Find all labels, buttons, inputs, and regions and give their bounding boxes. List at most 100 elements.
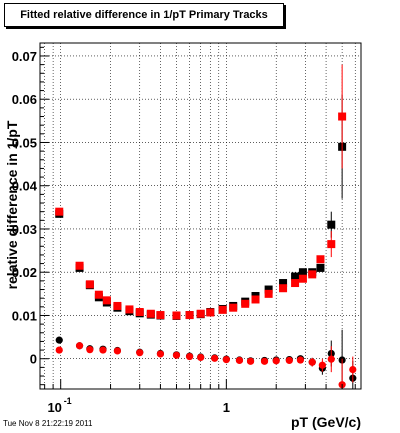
data-point-circle <box>55 336 63 344</box>
marker-square <box>316 255 325 264</box>
data-point-square <box>251 295 260 304</box>
marker-square <box>229 303 238 312</box>
marker-square <box>218 305 227 314</box>
marker-square <box>298 268 307 277</box>
data-markers <box>55 64 357 389</box>
marker-circle <box>246 357 255 365</box>
marker-circle <box>86 346 94 354</box>
data-point-circle <box>211 354 219 362</box>
x-tick-label: 10 <box>47 400 61 415</box>
marker-square <box>172 311 181 320</box>
data-point-circle <box>285 356 293 365</box>
grid-lines <box>40 43 361 389</box>
marker-square <box>316 263 325 272</box>
marker-square <box>338 112 347 121</box>
marker-circle <box>260 357 269 365</box>
data-point-circle <box>327 346 335 373</box>
x-tick-exponent: -1 <box>64 396 72 406</box>
data-point-square <box>85 280 94 289</box>
data-point-square <box>316 255 325 264</box>
marker-square <box>113 301 122 310</box>
marker-square <box>156 311 165 320</box>
marker-square <box>75 261 84 270</box>
data-point-square <box>206 308 215 317</box>
marker-square <box>146 309 155 318</box>
marker-square <box>291 272 300 281</box>
marker-circle <box>296 356 305 364</box>
data-point-circle <box>99 346 107 354</box>
data-point-square <box>75 261 84 270</box>
marker-square <box>85 280 94 289</box>
data-point-square <box>298 274 307 283</box>
marker-circle <box>197 353 205 362</box>
y-tick-label: 0 <box>30 352 37 367</box>
data-point-square <box>55 207 64 216</box>
marker-circle <box>136 349 144 357</box>
marker-square <box>308 270 317 279</box>
marker-square <box>279 284 288 293</box>
timestamp: Tue Nov 8 21:22:19 2011 <box>3 419 93 428</box>
marker-square <box>196 309 205 318</box>
data-point-circle <box>55 346 63 354</box>
marker-circle <box>318 361 326 369</box>
data-point-square <box>185 311 194 320</box>
data-point-circle <box>260 357 269 365</box>
marker-square <box>291 279 300 288</box>
marker-square <box>251 295 260 304</box>
marker-circle <box>113 347 122 355</box>
data-point-square <box>94 290 103 299</box>
data-point-square <box>196 309 205 318</box>
marker-circle <box>75 342 84 350</box>
marker-circle <box>222 355 230 364</box>
marker-circle <box>172 351 181 359</box>
marker-square <box>264 289 273 298</box>
x-tick-label: 1 <box>223 400 230 415</box>
marker-square <box>298 274 307 283</box>
data-point-circle <box>172 351 181 359</box>
marker-square <box>327 220 336 229</box>
marker-circle <box>185 352 194 361</box>
marker-square <box>135 308 144 317</box>
data-point-square <box>172 311 181 320</box>
data-point-square <box>135 308 144 317</box>
data-point-circle <box>75 342 84 350</box>
data-point-circle <box>222 355 230 364</box>
marker-square <box>55 207 64 216</box>
data-point-square <box>316 263 325 272</box>
marker-circle <box>235 356 244 365</box>
data-point-circle <box>156 350 165 358</box>
marker-square <box>279 279 288 288</box>
y-tick-label: 0.02 <box>12 265 37 280</box>
data-point-square <box>291 272 300 281</box>
marker-square <box>241 299 250 308</box>
data-point-square <box>279 284 288 293</box>
data-point-circle <box>272 357 280 365</box>
y-tick-label: 0.07 <box>12 49 37 64</box>
marker-circle <box>211 354 219 362</box>
x-axis-label: pT (GeV/c) <box>291 414 361 430</box>
marker-square <box>264 285 273 294</box>
data-point-square <box>125 305 134 314</box>
marker-circle <box>272 357 280 365</box>
marker-square <box>125 305 134 314</box>
y-tick-label: 0.05 <box>12 135 37 150</box>
data-point-circle <box>86 346 94 354</box>
data-point-square <box>241 299 250 308</box>
marker-circle <box>156 350 165 358</box>
data-point-circle <box>235 356 244 365</box>
data-point-circle <box>349 356 357 383</box>
data-point-square <box>298 268 307 277</box>
data-point-square <box>146 309 155 318</box>
y-tick-label: 0.06 <box>12 92 37 107</box>
marker-circle <box>55 346 63 354</box>
data-point-square <box>338 64 347 169</box>
data-point-square <box>291 279 300 288</box>
y-tick-label: 0.03 <box>12 222 37 237</box>
marker-square <box>185 311 194 320</box>
marker-circle <box>349 365 357 374</box>
data-point-circle <box>185 352 194 361</box>
data-point-square <box>327 231 336 258</box>
data-point-square <box>264 289 273 298</box>
data-point-square <box>113 301 122 310</box>
